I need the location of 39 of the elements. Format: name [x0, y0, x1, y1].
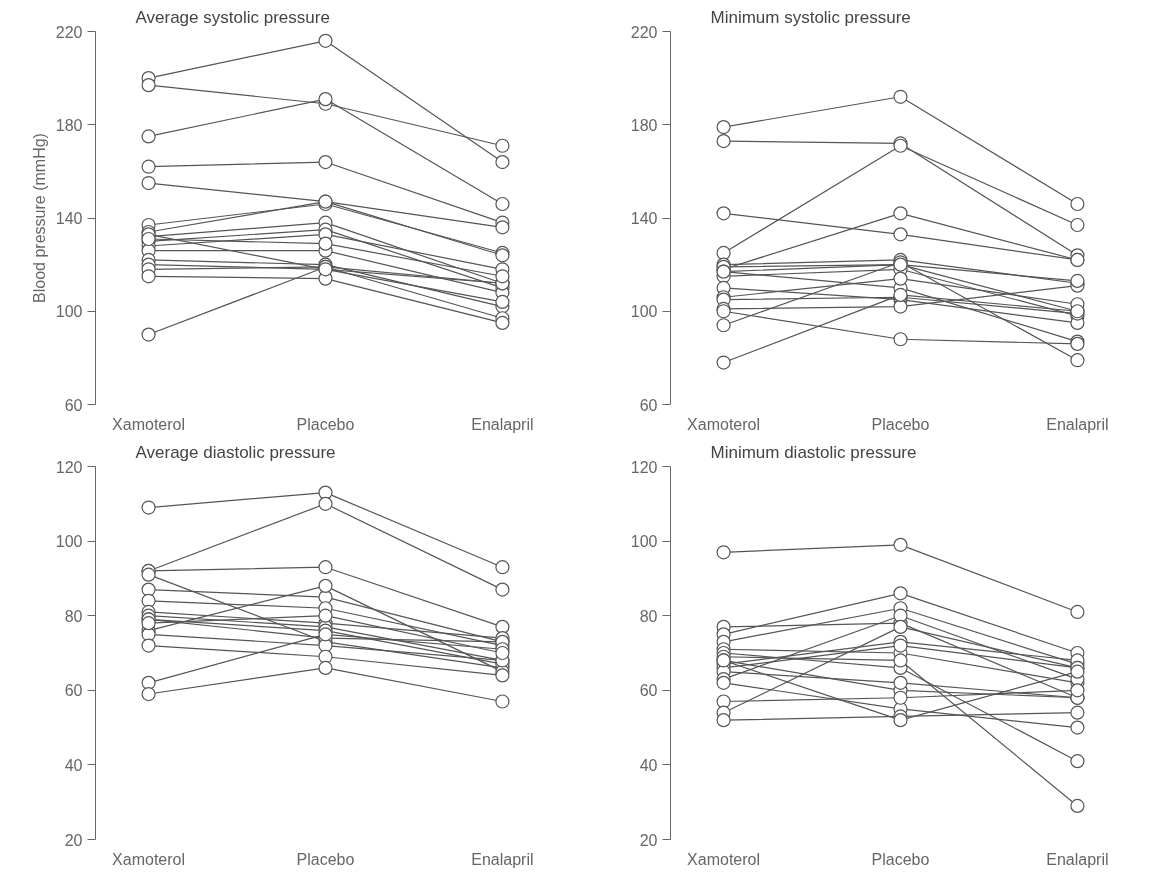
y-tick-label: 100 [55, 533, 83, 551]
y-tick-label: 60 [639, 682, 658, 700]
x-tick-label: Enalapril [471, 850, 534, 868]
y-tick-label: 80 [639, 607, 658, 625]
y-tick-label: 120 [630, 458, 658, 476]
y-tick-label: 60 [64, 396, 83, 414]
y-tick-label: 100 [630, 303, 658, 321]
chart-title: Average diastolic pressure [135, 442, 336, 462]
y-tick-label: 220 [630, 23, 658, 41]
y-tick-label: 140 [630, 210, 658, 227]
x-tick-label: Xamoterol [687, 415, 761, 433]
x-tick-label: Placebo [871, 415, 930, 433]
y-tick-label: 180 [55, 116, 83, 134]
y-tick-label: 120 [55, 458, 83, 476]
y-tick-label: 20 [639, 831, 658, 849]
y-tick-label: 20 [64, 831, 83, 849]
x-tick-label: Xamoterol [112, 415, 186, 433]
y-tick-label: 140 [55, 210, 83, 227]
y-tick-label: 40 [64, 756, 83, 774]
y-tick-label: 60 [639, 396, 658, 414]
chart-title: Average systolic pressure [135, 7, 330, 27]
x-tick-label: Enalapril [471, 415, 534, 433]
chart-title: Minimum systolic pressure [710, 7, 911, 27]
y-tick-label: 80 [64, 607, 83, 625]
y-tick-label: 180 [630, 116, 658, 134]
y-axis-title: Blood pressure (mmHg) [30, 133, 48, 303]
x-tick-label: Xamoterol [112, 850, 186, 868]
y-tick-label: 60 [64, 682, 83, 700]
x-tick-label: Placebo [871, 850, 930, 868]
x-tick-label: Placebo [296, 415, 355, 433]
x-tick-label: Enalapril [1046, 850, 1109, 868]
x-tick-label: Enalapril [1046, 415, 1109, 433]
y-tick-label: 100 [55, 303, 83, 321]
chart-title: Minimum diastolic pressure [710, 442, 917, 462]
y-tick-label: 220 [55, 23, 83, 41]
x-tick-label: Placebo [296, 850, 355, 868]
x-tick-label: Xamoterol [687, 850, 761, 868]
y-tick-label: 100 [630, 533, 658, 551]
y-tick-label: 40 [639, 756, 658, 774]
